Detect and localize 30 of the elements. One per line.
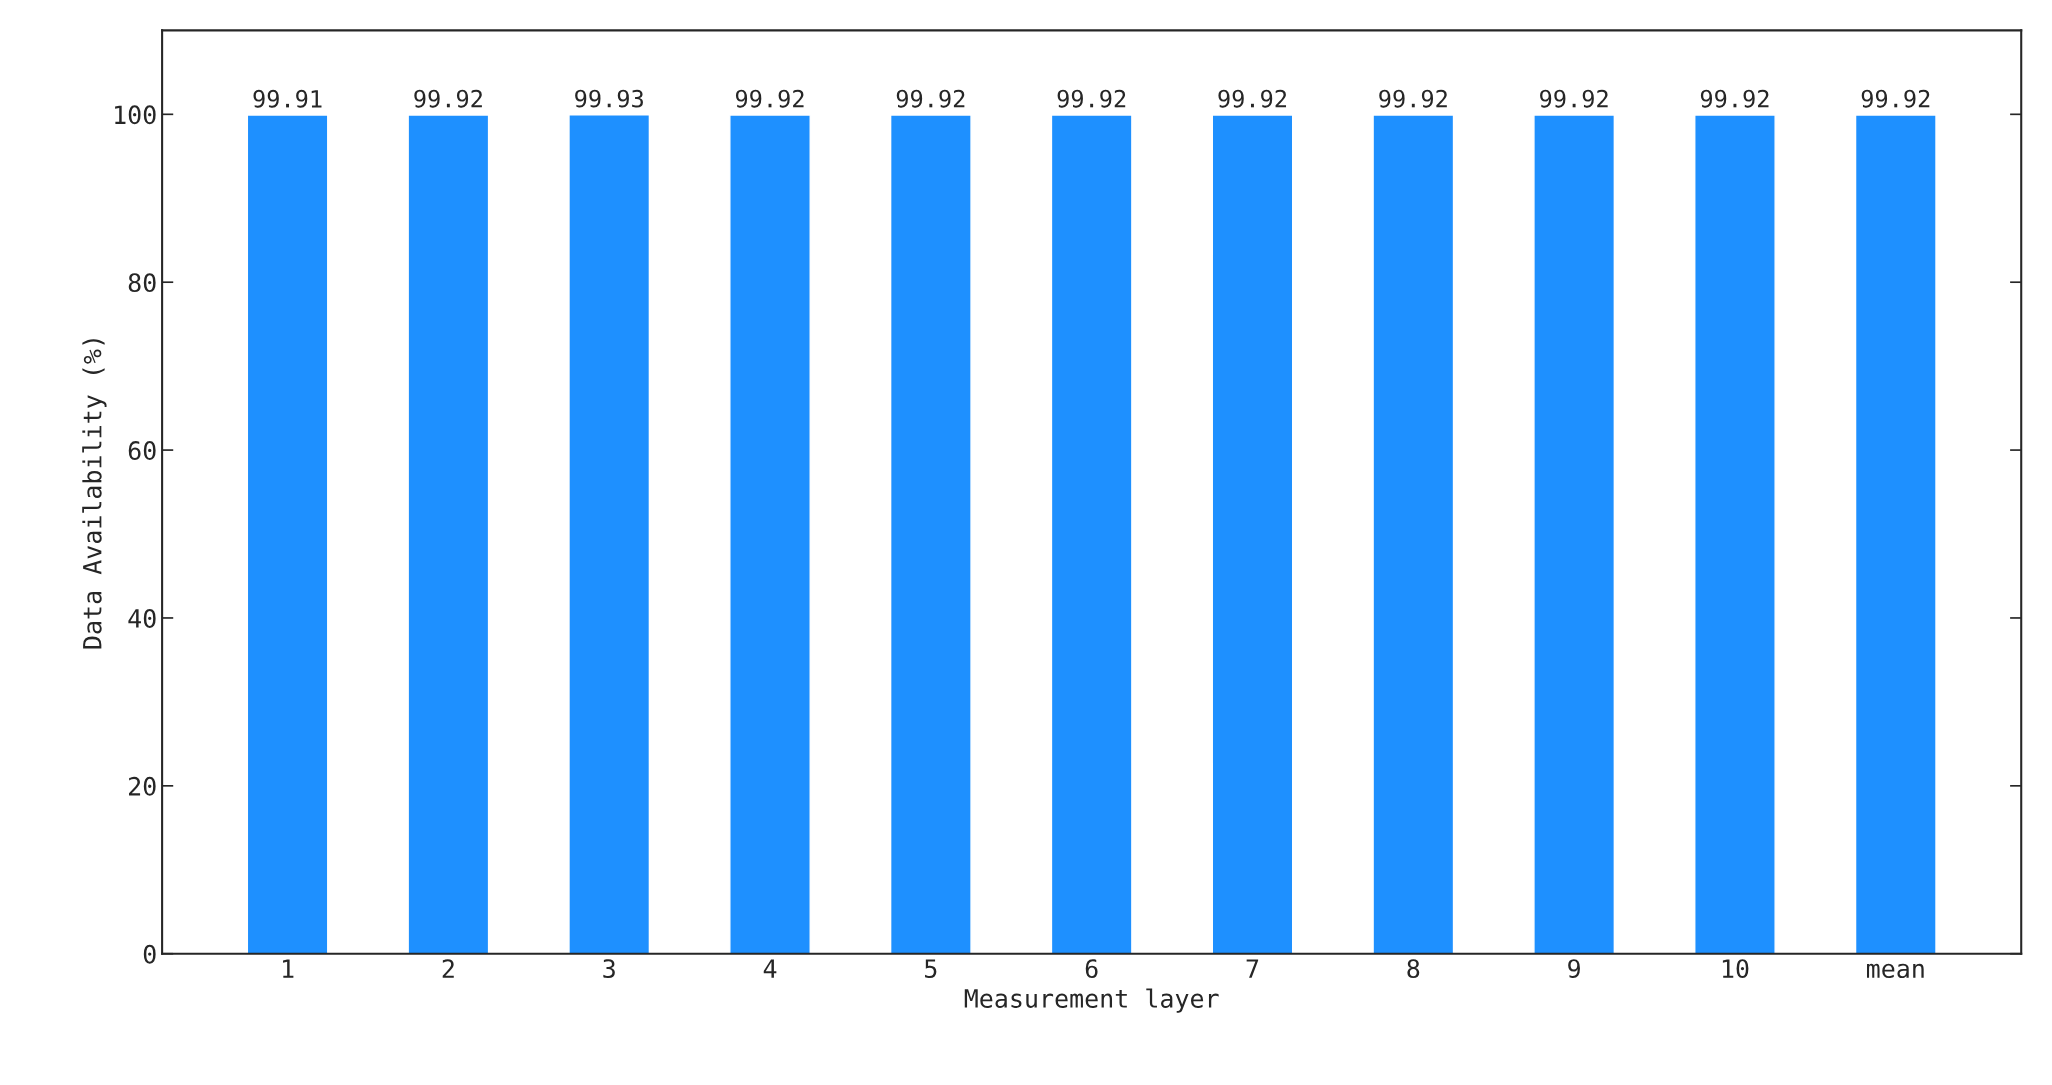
x-tick-label: 9 (1568, 959, 1580, 979)
data-label: 99.93 (575, 89, 643, 108)
data-label: 99.92 (896, 89, 965, 108)
x-tick-label: mean (1867, 963, 1924, 979)
x-tick-label: 7 (1246, 959, 1259, 978)
data-label: 99.92 (414, 89, 482, 108)
y-axis-title: Data Availability (%) (82, 339, 107, 649)
y-tick-label: 60 (128, 441, 156, 460)
x-tick-label: 8 (1407, 959, 1420, 979)
x-tick-label: 3 (603, 959, 615, 979)
x-tick-label: 4 (763, 959, 777, 978)
x-axis-title: Measurement layer (964, 988, 1219, 1013)
y-tick-label: 100 (115, 105, 156, 125)
x-tick-label: 1 (283, 959, 294, 978)
x-tick-label: 10 (1722, 959, 1749, 979)
data-label: 99.92 (1218, 89, 1287, 108)
data-label: 99.92 (1861, 89, 1930, 108)
x-tick-label: 5 (925, 959, 937, 979)
data-label: 99.92 (1379, 89, 1447, 108)
data-label: 99.92 (1057, 89, 1126, 108)
x-tick-label: 2 (442, 959, 454, 978)
y-tick-label: 80 (128, 273, 156, 293)
y-tick-label: 40 (128, 608, 156, 628)
y-tick-label: 0 (143, 944, 156, 964)
data-label: 99.92 (1700, 89, 1769, 108)
data-label: 99.92 (735, 89, 804, 108)
y-tick-label: 20 (129, 776, 156, 796)
data-label: 99.91 (253, 89, 322, 108)
data-label: 99.92 (1540, 89, 1608, 108)
x-tick-label: 6 (1085, 959, 1098, 979)
